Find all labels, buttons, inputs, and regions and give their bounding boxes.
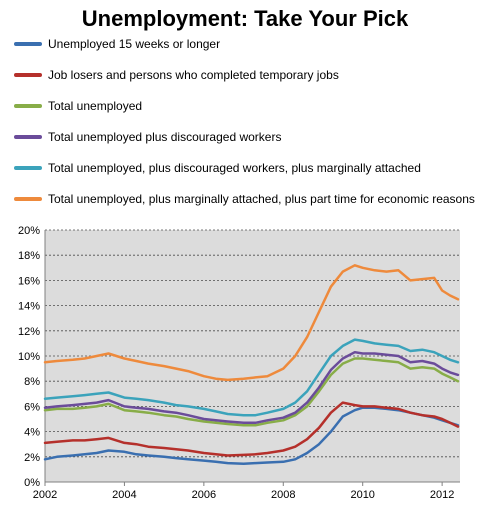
y-tick-label: 18% xyxy=(18,250,40,262)
legend-item: Total unemployed xyxy=(14,98,484,129)
x-tick-label: 2004 xyxy=(112,489,136,501)
y-tick-label: 4% xyxy=(24,427,40,439)
y-tick-label: 6% xyxy=(24,401,40,413)
y-tick-label: 20% xyxy=(18,225,40,237)
series-line xyxy=(43,264,460,382)
y-tick-label: 12% xyxy=(18,326,40,338)
y-tick-label: 0% xyxy=(24,477,40,489)
chart-legend: Unemployed 15 weeks or longer Job losers … xyxy=(14,36,484,235)
x-tick-label: 2012 xyxy=(430,489,454,501)
series-line xyxy=(43,401,460,457)
x-tick-label: 2008 xyxy=(271,489,295,501)
legend-swatch xyxy=(14,42,42,46)
legend-item: Total unemployed, plus discouraged worke… xyxy=(14,160,484,191)
series-line xyxy=(43,338,460,417)
series-line xyxy=(43,350,460,425)
legend-item: Total unemployed, plus marginally attach… xyxy=(14,191,484,235)
legend-item: Total unemployed plus discouraged worker… xyxy=(14,129,484,160)
y-tick-label: 14% xyxy=(18,301,40,313)
legend-label: Unemployed 15 weeks or longer xyxy=(48,37,221,51)
x-tick-label: 2010 xyxy=(350,489,374,501)
legend-label: Total unemployed xyxy=(48,99,143,113)
legend-swatch xyxy=(14,166,42,170)
chart-title: Unemployment: Take Your Pick xyxy=(81,6,409,31)
y-tick-label: 2% xyxy=(24,452,40,464)
legend-swatch xyxy=(14,197,42,201)
legend-label: Job losers and persons who completed tem… xyxy=(48,68,339,82)
y-tick-label: 10% xyxy=(18,351,40,363)
y-tick-label: 16% xyxy=(18,275,40,287)
y-tick-label: 8% xyxy=(24,376,40,388)
legend-swatch xyxy=(14,135,42,139)
legend-item: Unemployed 15 weeks or longer xyxy=(14,36,484,67)
legend-swatch xyxy=(14,104,42,108)
legend-label: Total unemployed, plus marginally attach… xyxy=(48,192,475,206)
legend-swatch xyxy=(14,73,42,77)
x-tick-label: 2002 xyxy=(33,489,57,501)
legend-label: Total unemployed, plus discouraged worke… xyxy=(48,161,421,175)
legend-item: Job losers and persons who completed tem… xyxy=(14,67,484,98)
series-line xyxy=(43,357,460,427)
x-tick-label: 2006 xyxy=(192,489,216,501)
legend-label: Total unemployed plus discouraged worker… xyxy=(48,130,282,144)
